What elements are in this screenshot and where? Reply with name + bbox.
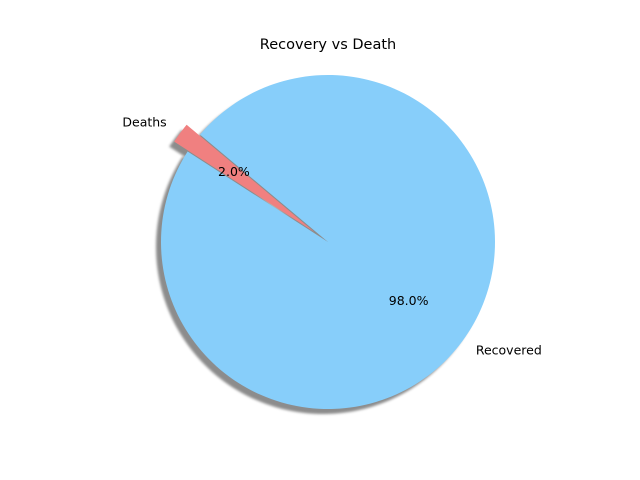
percent-recovered: 98.0%: [389, 293, 429, 308]
slice-deaths: [174, 124, 315, 233]
chart-title: Recovery vs Death: [260, 37, 396, 53]
label-recovered: Recovered: [476, 343, 542, 358]
slice-recovered: [161, 74, 496, 409]
label-deaths: Deaths: [122, 115, 166, 130]
percent-deaths: 2.0%: [218, 164, 250, 179]
pie-labels: Deaths 2.0% Recovered 98.0%: [122, 115, 541, 358]
pie-slices: [161, 74, 496, 409]
